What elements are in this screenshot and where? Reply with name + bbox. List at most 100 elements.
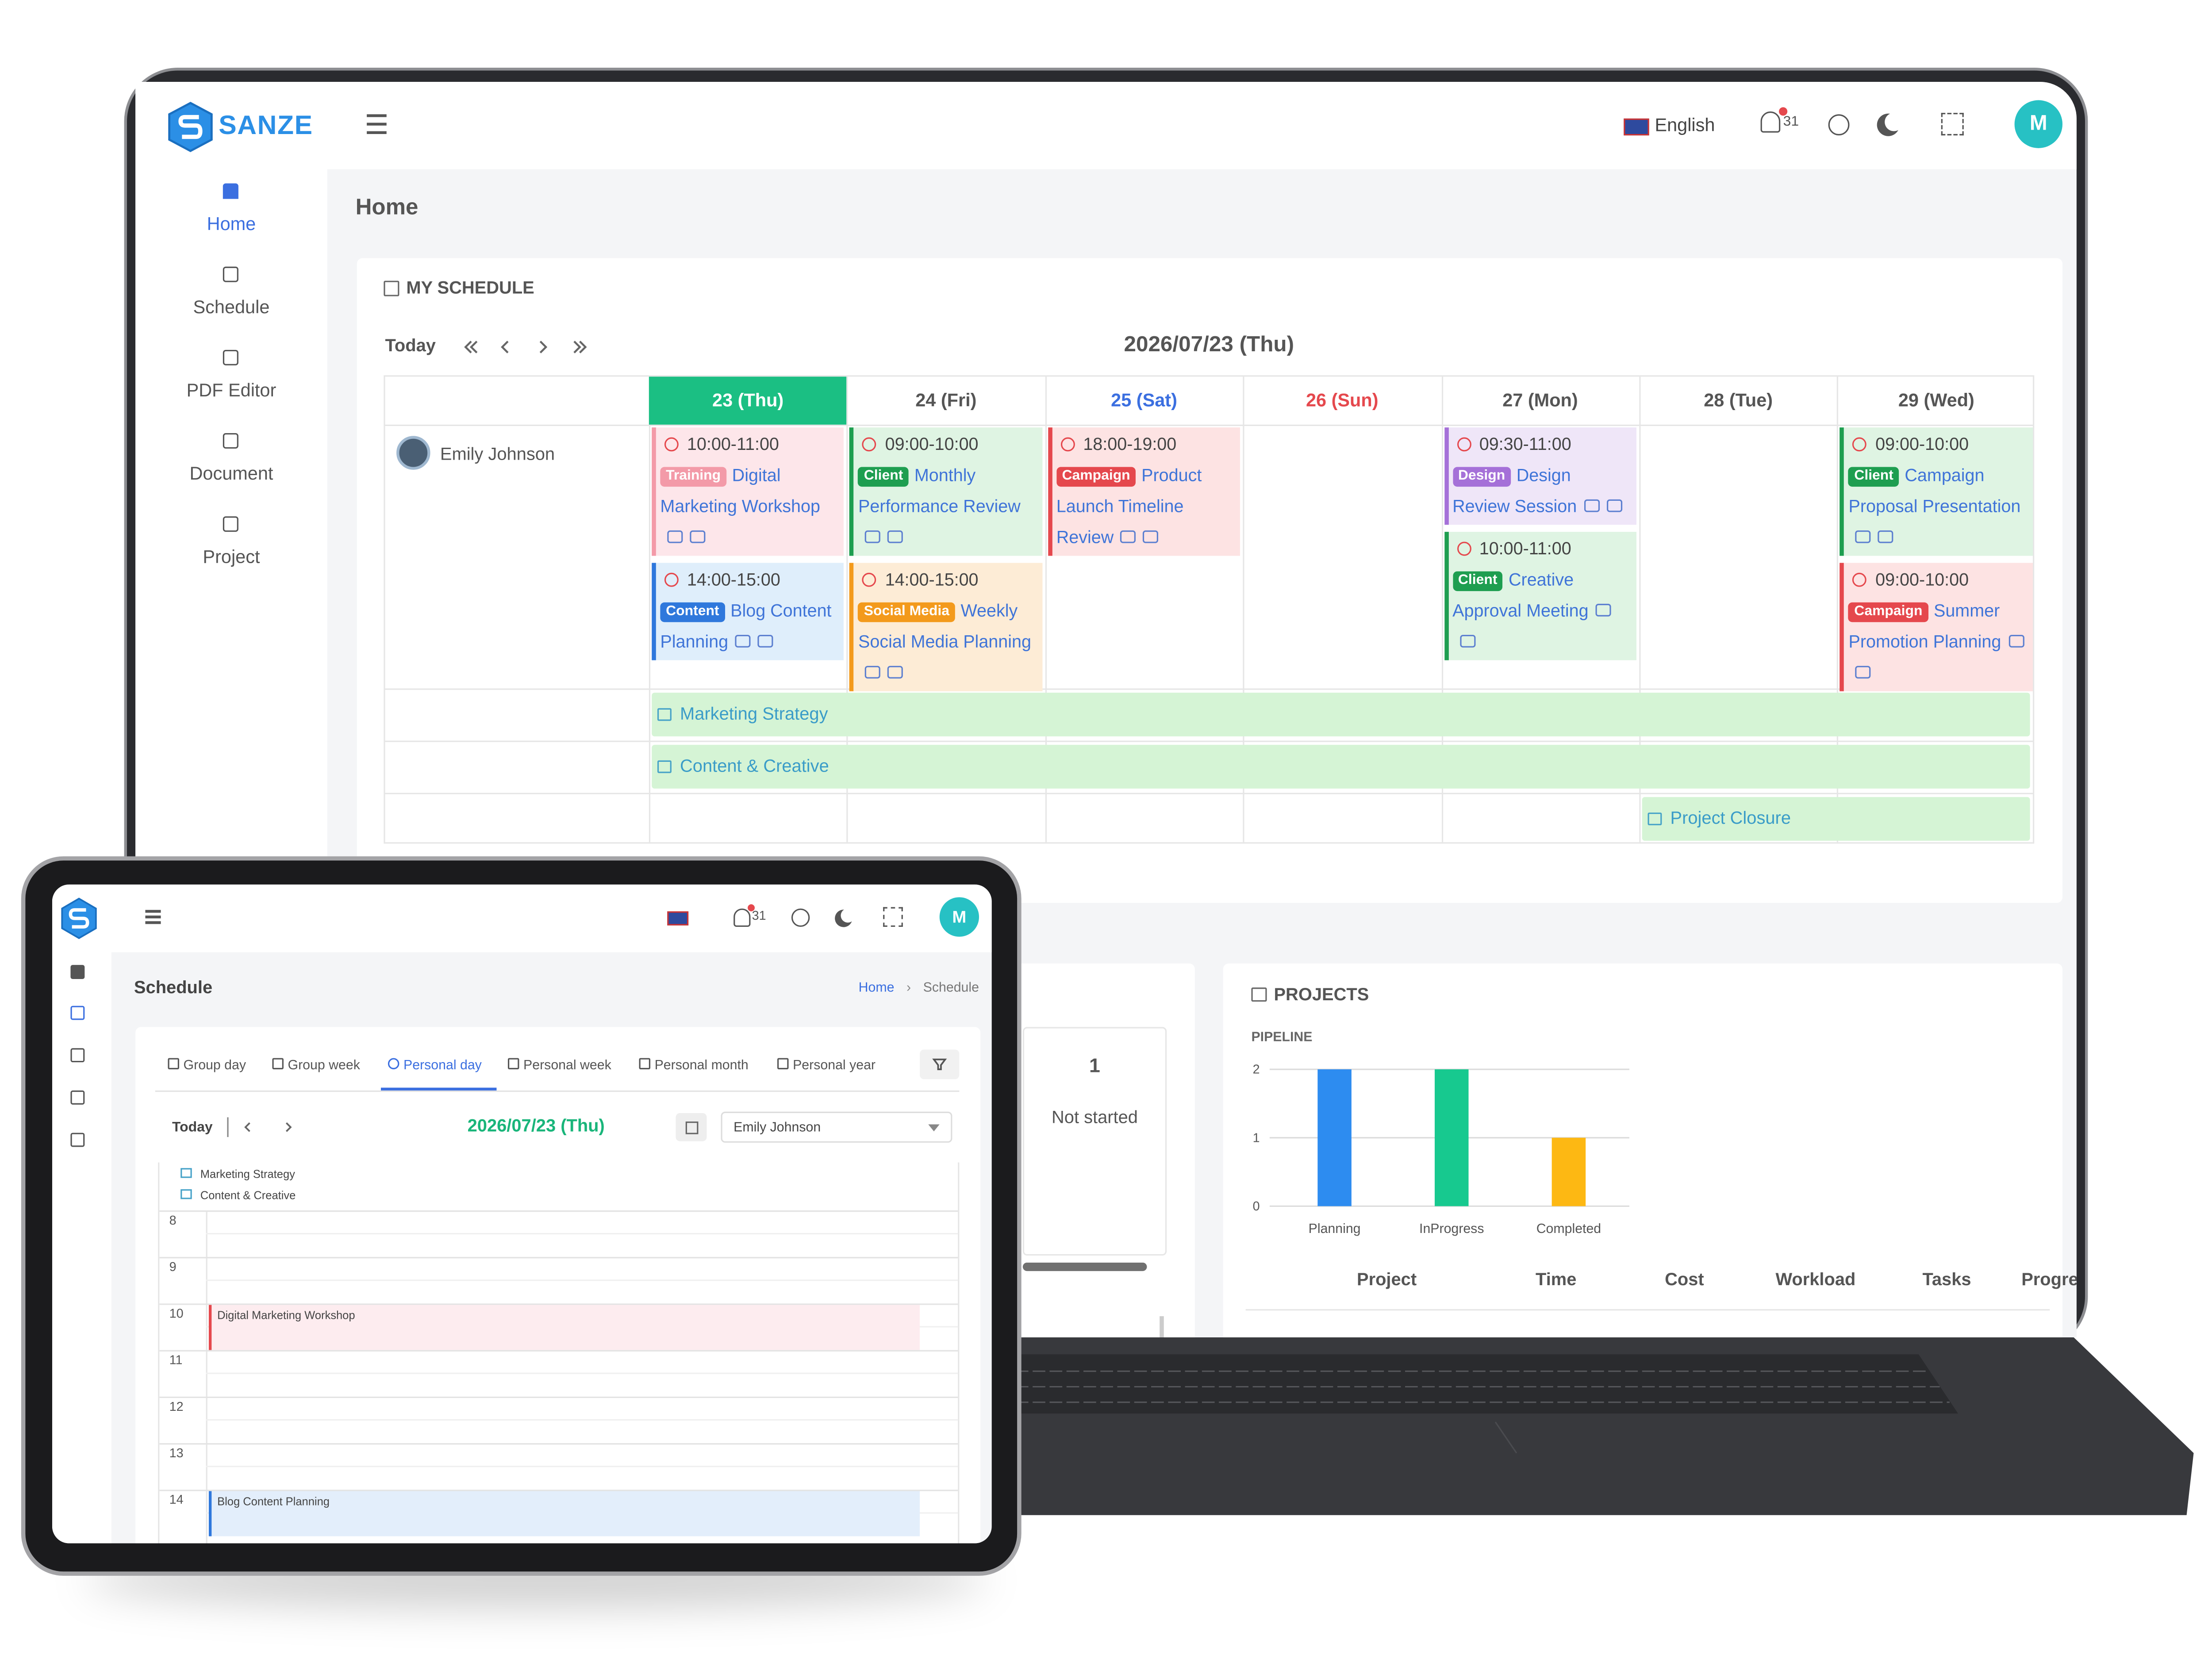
x-tick-label: Planning bbox=[1309, 1221, 1361, 1236]
tablet-theme[interactable] bbox=[791, 908, 810, 927]
tablet-bell[interactable] bbox=[733, 908, 751, 927]
tab[interactable]: Personal month bbox=[639, 1058, 749, 1074]
event-card[interactable]: 14:00-15:00 Social Media Weekly Social Med… bbox=[849, 563, 1042, 691]
all-day-label: Content & Creative bbox=[200, 1189, 296, 1202]
next-week[interactable] bbox=[579, 341, 587, 353]
tablet-fullscreen[interactable] bbox=[883, 907, 903, 927]
day-events: 10:00-11:00 Training Digital Marketing Wor… bbox=[652, 427, 845, 661]
tablet-nav-icon[interactable] bbox=[70, 1133, 85, 1147]
prev-day[interactable] bbox=[501, 341, 509, 353]
event-card[interactable]: 10:00-11:00 Training Digital Marketing Wor… bbox=[652, 427, 845, 556]
repeat-icon bbox=[887, 530, 904, 543]
avatar[interactable]: M bbox=[2014, 100, 2062, 148]
fullscreen-icon[interactable] bbox=[1941, 113, 1964, 136]
menu-button[interactable] bbox=[367, 114, 387, 117]
day-header[interactable]: 25 (Sat) bbox=[1111, 389, 1177, 411]
event-tag: Client bbox=[1848, 467, 1899, 487]
nav-item[interactable]: Schedule bbox=[135, 266, 327, 323]
day-header[interactable]: 28 (Tue) bbox=[1704, 389, 1773, 411]
day-header[interactable]: 27 (Mon) bbox=[1502, 389, 1578, 411]
table-header[interactable]: Progress bbox=[2021, 1269, 2077, 1290]
tablet-avatar[interactable]: M bbox=[939, 897, 979, 937]
repeat-icon bbox=[887, 666, 904, 679]
today-button[interactable]: Today bbox=[385, 335, 436, 356]
table-header[interactable]: Time bbox=[1536, 1269, 1577, 1290]
table-header[interactable]: Workload bbox=[1775, 1269, 1856, 1290]
event-card[interactable]: 09:00-10:00 Client Monthly Performance Rev… bbox=[849, 427, 1042, 556]
dark-mode-icon[interactable] bbox=[1885, 113, 1903, 131]
day-header[interactable]: 29 (Wed) bbox=[1898, 389, 1974, 411]
project-bar[interactable]: Marketing Strategy bbox=[652, 692, 2030, 737]
project-bar[interactable]: Content & Creative bbox=[652, 745, 2030, 789]
nav-item[interactable]: Home bbox=[135, 183, 327, 240]
project-icon bbox=[1647, 812, 1662, 826]
breadcrumb-link[interactable]: Home bbox=[858, 980, 895, 996]
tab[interactable]: Personal day bbox=[388, 1058, 482, 1074]
project-icon bbox=[180, 1189, 192, 1199]
theme-icon[interactable] bbox=[1828, 114, 1850, 136]
tab[interactable]: Personal week bbox=[507, 1058, 611, 1074]
tab[interactable]: Personal year bbox=[777, 1058, 876, 1074]
tablet-flag[interactable] bbox=[667, 911, 689, 926]
table-header[interactable]: Project bbox=[1356, 1269, 1417, 1290]
day-header[interactable]: 23 (Thu) bbox=[649, 376, 847, 425]
tab-label: Group week bbox=[288, 1058, 360, 1074]
prev-week[interactable] bbox=[464, 341, 472, 353]
person-select[interactable]: Emily Johnson bbox=[721, 1111, 952, 1143]
tab[interactable]: Group week bbox=[272, 1058, 360, 1074]
tablet-event[interactable]: Blog Content Planning bbox=[208, 1491, 920, 1536]
hour-label: 13 bbox=[169, 1446, 184, 1460]
table-header[interactable]: Tasks bbox=[1922, 1269, 1971, 1290]
tablet-screen: 31 M Schedule Home › Schedule Today 2026… bbox=[52, 884, 992, 1544]
tablet-nav-icon[interactable] bbox=[70, 965, 85, 979]
bar bbox=[1317, 1069, 1352, 1206]
all-day-item[interactable]: Content & Creative bbox=[180, 1189, 296, 1202]
nav-item[interactable]: Project bbox=[135, 516, 327, 573]
event-card[interactable]: 14:00-15:00 Content Blog Content Planning bbox=[652, 563, 845, 661]
nav-icon bbox=[223, 516, 238, 532]
clock-icon bbox=[1456, 541, 1471, 556]
bell-icon[interactable] bbox=[1760, 111, 1781, 133]
nav-item[interactable]: Document bbox=[135, 433, 327, 490]
event-card[interactable]: 09:00-10:00 Client Campaign Proposal Prese… bbox=[1840, 427, 2033, 556]
filter-button[interactable] bbox=[920, 1049, 960, 1079]
event-time: 14:00-15:00 bbox=[687, 570, 780, 590]
day-events: 09:00-10:00 Client Monthly Performance Rev… bbox=[849, 427, 1042, 691]
tablet-next[interactable] bbox=[285, 1122, 292, 1132]
tablet-page-title: Schedule bbox=[134, 977, 213, 998]
tab[interactable]: Group day bbox=[168, 1058, 246, 1074]
laptop-screen: SANZE Home Schedule PDF Editor Document Proj… bbox=[135, 81, 2077, 1337]
all-day-item[interactable]: Marketing Strategy bbox=[180, 1168, 295, 1181]
person-select-value: Emily Johnson bbox=[733, 1120, 821, 1136]
tablet-today-button[interactable]: Today bbox=[172, 1120, 213, 1136]
day-header[interactable]: 24 (Fri) bbox=[915, 389, 977, 411]
event-body: Campaign Product Launch Timeline Review bbox=[1056, 460, 1236, 553]
event-card[interactable]: 18:00-19:00 Campaign Product Launch Timeli… bbox=[1048, 427, 1240, 556]
project-icon bbox=[1251, 987, 1267, 1002]
next-day[interactable] bbox=[539, 341, 548, 353]
nav-icon bbox=[223, 433, 238, 449]
nav-item[interactable]: PDF Editor bbox=[135, 349, 327, 407]
tablet-menu[interactable] bbox=[145, 910, 161, 912]
tablet-event[interactable]: Digital Marketing Workshop bbox=[208, 1305, 920, 1350]
language[interactable]: English bbox=[1655, 114, 1715, 136]
person-name: Emily Johnson bbox=[440, 444, 555, 465]
event-card[interactable]: 10:00-11:00 Client Creative Approval Meeti… bbox=[1444, 532, 1636, 661]
event-card[interactable]: 09:00-10:00 Campaign Summer Promotion Plan… bbox=[1840, 563, 2033, 691]
tablet-nav-icon[interactable] bbox=[70, 1006, 85, 1020]
prev-week[interactable] bbox=[469, 341, 478, 353]
tablet-nav-icon[interactable] bbox=[70, 1048, 85, 1063]
table-header[interactable]: Cost bbox=[1665, 1269, 1704, 1290]
event-card[interactable]: 09:30-11:00 Design Design Review Session bbox=[1444, 427, 1636, 525]
day-events: 09:00-10:00 Client Campaign Proposal Prese… bbox=[1840, 427, 2033, 691]
day-header[interactable]: 26 (Sun) bbox=[1306, 389, 1379, 411]
event-tag: Campaign bbox=[1848, 602, 1928, 622]
tablet-nav-icon[interactable] bbox=[70, 1090, 85, 1105]
next-week[interactable] bbox=[573, 341, 581, 353]
tablet-prev[interactable] bbox=[244, 1122, 250, 1132]
event-tag: Campaign bbox=[1056, 467, 1136, 487]
date-picker[interactable] bbox=[676, 1113, 707, 1141]
tablet-dark-mode[interactable] bbox=[841, 909, 855, 923]
project-bar[interactable]: Project Closure bbox=[1642, 797, 2030, 841]
